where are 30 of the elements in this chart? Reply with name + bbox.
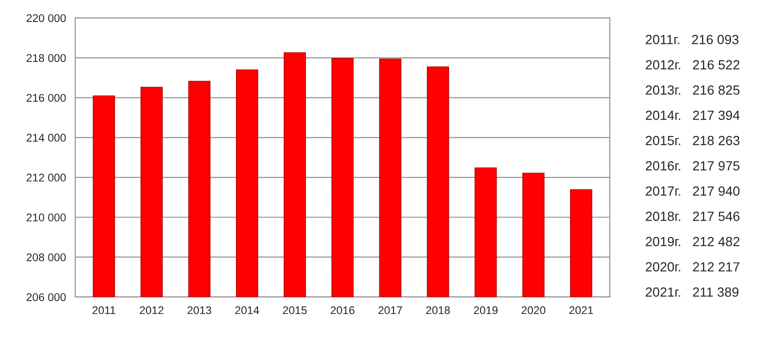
- y-tick-label: 212 000: [26, 174, 66, 182]
- x-tick-label: 2019: [474, 306, 498, 314]
- text: 2015г. 218 263: [646, 136, 740, 146]
- x-tick-label: 2021: [569, 306, 593, 314]
- text: 2011г. 216 093: [646, 34, 738, 44]
- text: 2012г. 216 522: [646, 60, 740, 70]
- x-tick-label: 2013: [188, 306, 212, 314]
- y-tick-label: 208 000: [26, 253, 66, 262]
- x-tick-label: 2015: [283, 306, 307, 314]
- text: 2014г. 217 394: [646, 110, 740, 120]
- text: 2017г. 217 940: [646, 186, 740, 196]
- text: 2018г. 217 546: [646, 212, 740, 222]
- y-tick-label: 206 000: [26, 293, 66, 302]
- y-tick-label: 210 000: [26, 214, 66, 222]
- x-tick-label: 2016: [330, 306, 354, 314]
- y-tick-label: 216 000: [26, 94, 66, 102]
- y-tick-label: 218 000: [26, 54, 66, 62]
- x-tick-label: 2014: [235, 306, 260, 314]
- text: 2020г. 212 217: [646, 262, 740, 272]
- x-tick-label: 2011: [92, 306, 116, 314]
- x-tick-label: 2020: [522, 306, 546, 314]
- x-tick-label: 2017: [378, 306, 402, 314]
- text: 2019г. 212 482: [646, 236, 740, 246]
- y-tick-label: 214 000: [26, 134, 66, 142]
- text: 2021г. 211 389: [646, 287, 738, 297]
- x-tick-label: 2018: [426, 306, 450, 314]
- y-tick-label: 220 000: [26, 14, 66, 22]
- text: 2013г. 216 825: [646, 85, 740, 95]
- text: 2016г. 217 975: [646, 161, 740, 170]
- x-tick-label: 2012: [140, 306, 164, 314]
